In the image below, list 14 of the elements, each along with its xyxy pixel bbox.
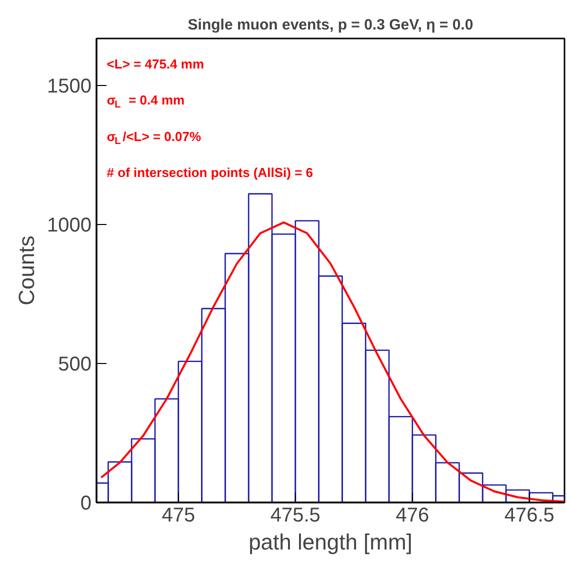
- x-tick-label: 476: [396, 504, 430, 526]
- y-tick-label: 1000: [47, 214, 92, 237]
- y-tick-label: 0: [80, 492, 92, 514]
- y-tick-label: 500: [58, 354, 92, 376]
- annotation: <L> = 475.4 mm: [106, 56, 204, 72]
- y-axis-title: Counts: [14, 236, 40, 306]
- y-tick-label: 1500: [47, 76, 92, 98]
- chart-title: Single muon events, p = 0.3 GeV, η = 0.0: [188, 16, 474, 34]
- x-tick-label: 475.5: [270, 504, 320, 526]
- line-series: [100, 221, 564, 502]
- x-tick-label: 476.5: [504, 504, 554, 526]
- annotation: # of intersection points (AllSi) = 6: [106, 165, 314, 180]
- x-axis-title: path length [mm]: [248, 530, 412, 554]
- x-tick-label: 475: [162, 504, 196, 526]
